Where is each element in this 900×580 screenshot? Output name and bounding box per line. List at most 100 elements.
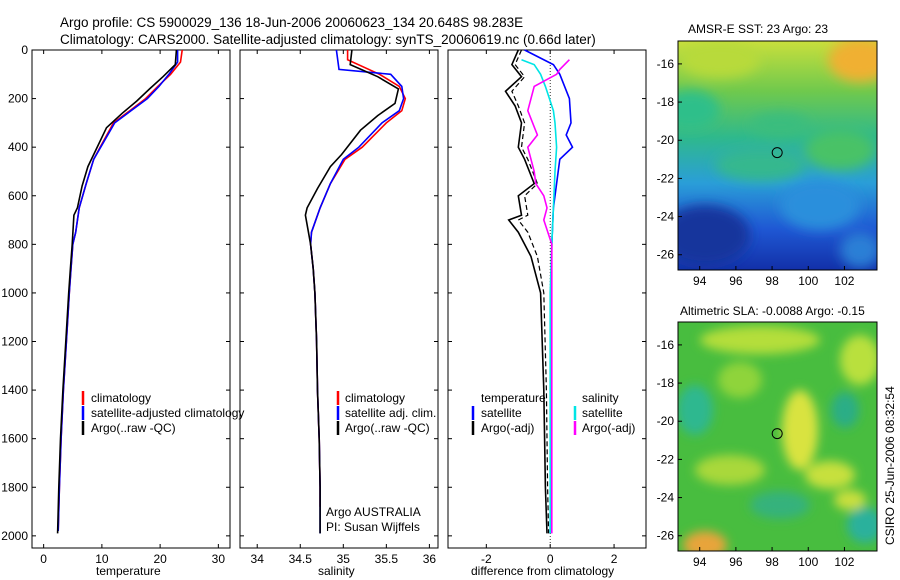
legend-label-argo: Argo(..raw -QC) bbox=[345, 421, 430, 435]
legend-label-sal-argo: Argo(-adj) bbox=[582, 421, 635, 435]
salinity-ticks: 34 34.5 35 35.5 36 bbox=[240, 49, 438, 566]
sla-map-title: Altimetric SLA: -0.0088 Argo: -0.15 bbox=[680, 304, 865, 318]
series-line-temperature-climatology-raw bbox=[511, 49, 550, 534]
figure-title-line-1: Argo profile: CS 5900029_136 18-Jun-2006… bbox=[60, 15, 523, 30]
x-tick-label: 34 bbox=[251, 552, 265, 566]
sst-heatmap-field bbox=[678, 41, 877, 270]
map-y-tick-label: -18 bbox=[657, 95, 675, 109]
x-tick-label: 35.5 bbox=[375, 552, 399, 566]
salinity-panel: 34 34.5 35 35.5 36 salinity climatology sate… bbox=[239, 49, 439, 578]
map-x-tick-label: 102 bbox=[834, 274, 854, 288]
sst-map-title: AMSR-E SST: 23 Argo: 23 bbox=[688, 22, 828, 36]
sst-map-panel: AMSR-E SST: 23 Argo: 23 94 96 98 100 102 -16 -… bbox=[657, 22, 878, 288]
figure-title-line-2: Climatology: CARS2000. Satellite-adjuste… bbox=[60, 32, 596, 47]
y-tick-label: 200 bbox=[8, 92, 28, 106]
legend-label-temp-satellite: satellite bbox=[481, 406, 522, 420]
salinity-series bbox=[304, 49, 407, 534]
legend-label-climatology: climatology bbox=[91, 391, 151, 405]
map-y-tick-label: -22 bbox=[657, 171, 675, 185]
salinity-legend: climatology satellite adj. clim. Argo(..… bbox=[336, 391, 436, 435]
temperature-panel: 0 10 20 30 0 200 400 600 800 1000 1200 1400 1600 1800… bbox=[1, 43, 244, 578]
float-program-annotation: Argo AUSTRALIA bbox=[326, 505, 421, 519]
y-tick-label: 2000 bbox=[1, 529, 28, 543]
x-tick-label: 35 bbox=[337, 552, 351, 566]
y-tick-label: 1600 bbox=[1, 432, 28, 446]
y-tick-label: 1400 bbox=[1, 383, 28, 397]
legend-label-satellite: satellite adj. clim. bbox=[345, 406, 436, 420]
salinity-xlabel: salinity bbox=[318, 564, 355, 578]
y-tick-label: 1200 bbox=[1, 335, 28, 349]
difference-xlabel: difference from climatology bbox=[471, 564, 614, 578]
map-y-tick-label: -22 bbox=[657, 452, 675, 466]
map-y-tick-label: -16 bbox=[657, 338, 675, 352]
x-tick-label: 2 bbox=[611, 552, 618, 566]
map-x-tick-label: 98 bbox=[765, 274, 779, 288]
difference-legend: temperature satellite Argo(-adj) salinit… bbox=[471, 391, 635, 435]
temperature-series bbox=[56, 49, 183, 534]
map-y-tick-label: -26 bbox=[657, 248, 675, 262]
argo-position-marker bbox=[771, 147, 783, 159]
legend-heading-salinity: salinity bbox=[582, 391, 619, 405]
series-line-salinity-satellite bbox=[521, 58, 558, 534]
y-tick-label: 400 bbox=[8, 140, 28, 154]
map-x-tick-label: 98 bbox=[765, 555, 779, 569]
x-tick-label: 34.5 bbox=[289, 552, 313, 566]
map-x-tick-label: 96 bbox=[729, 274, 743, 288]
y-tick-label: 600 bbox=[8, 189, 28, 203]
legend-label-satellite: satellite-adjusted climatology bbox=[91, 406, 244, 420]
x-tick-label: -2 bbox=[481, 552, 492, 566]
map-y-tick-label: -18 bbox=[657, 376, 675, 390]
series-line-climatology bbox=[57, 49, 183, 532]
x-tick-label: 30 bbox=[212, 552, 226, 566]
map-x-tick-label: 96 bbox=[729, 555, 743, 569]
float-pi-annotation: PI: Susan Wijffels bbox=[326, 520, 420, 534]
argo-position-marker bbox=[771, 428, 783, 440]
temperature-ticks: 0 10 20 30 0 200 400 600 800 1000 1200 1400 1600 1800… bbox=[1, 43, 230, 566]
temperature-xlabel: temperature bbox=[96, 564, 161, 578]
map-y-tick-label: -24 bbox=[657, 210, 675, 224]
difference-axes-box bbox=[447, 49, 647, 549]
difference-series bbox=[504, 49, 574, 534]
series-line-satellite-adj-clim bbox=[309, 49, 405, 534]
y-tick-label: 1800 bbox=[1, 480, 28, 494]
series-line-climatology bbox=[309, 50, 407, 507]
series-line-argo-raw-qc bbox=[56, 49, 178, 534]
map-x-tick-label: 94 bbox=[693, 274, 707, 288]
legend-label-climatology: climatology bbox=[345, 391, 405, 405]
difference-ticks: -2 0 2 bbox=[448, 49, 646, 566]
salinity-axes-box bbox=[239, 49, 439, 549]
y-tick-label: 800 bbox=[8, 237, 28, 251]
map-x-tick-label: 100 bbox=[798, 274, 818, 288]
map-y-tick-label: -20 bbox=[657, 133, 675, 147]
map-x-tick-label: 94 bbox=[693, 555, 707, 569]
map-x-tick-label: 102 bbox=[834, 555, 854, 569]
temperature-legend: climatology satellite-adjusted climatolo… bbox=[81, 391, 244, 435]
sla-heatmap-field bbox=[678, 322, 877, 551]
legend-label-argo: Argo(..raw -QC) bbox=[91, 421, 176, 435]
sla-map-ticks: 94 96 98 100 102 -16 -18 -20 -22 -24 -26 bbox=[657, 338, 855, 569]
sla-map-panel: Altimetric SLA: -0.0088 Argo: -0.15 94 96… bbox=[657, 304, 878, 569]
legend-heading-temperature: temperature bbox=[481, 391, 546, 405]
x-tick-label: 0 bbox=[40, 552, 47, 566]
series-line-salinity-argo-adj bbox=[526, 59, 570, 534]
y-tick-label: 1000 bbox=[1, 286, 28, 300]
legend-label-temp-argo: Argo(-adj) bbox=[481, 421, 534, 435]
map-y-tick-label: -26 bbox=[657, 529, 675, 543]
x-tick-label: 10 bbox=[95, 552, 109, 566]
map-y-tick-label: -16 bbox=[657, 57, 675, 71]
series-line-temperature-argo-adj bbox=[504, 49, 548, 534]
y-tick-label: 0 bbox=[21, 43, 28, 57]
x-tick-label: 36 bbox=[423, 552, 437, 566]
temperature-axes-box bbox=[31, 49, 231, 549]
sst-map-ticks: 94 96 98 100 102 -16 -18 -20 -22 -24 -26 bbox=[657, 57, 855, 288]
x-tick-label: 0 bbox=[547, 552, 554, 566]
map-x-tick-label: 100 bbox=[798, 555, 818, 569]
map-y-tick-label: -24 bbox=[657, 491, 675, 505]
x-tick-label: 20 bbox=[153, 552, 167, 566]
legend-label-sal-satellite: satellite bbox=[582, 406, 623, 420]
map-y-tick-label: -20 bbox=[657, 414, 675, 428]
series-line-argo-raw-qc bbox=[304, 49, 400, 534]
difference-panel: -2 0 2 difference from climatology tempera… bbox=[447, 49, 647, 578]
csiro-timestamp-label: CSIRO 25-Jun-2006 08:32:54 bbox=[883, 386, 897, 545]
